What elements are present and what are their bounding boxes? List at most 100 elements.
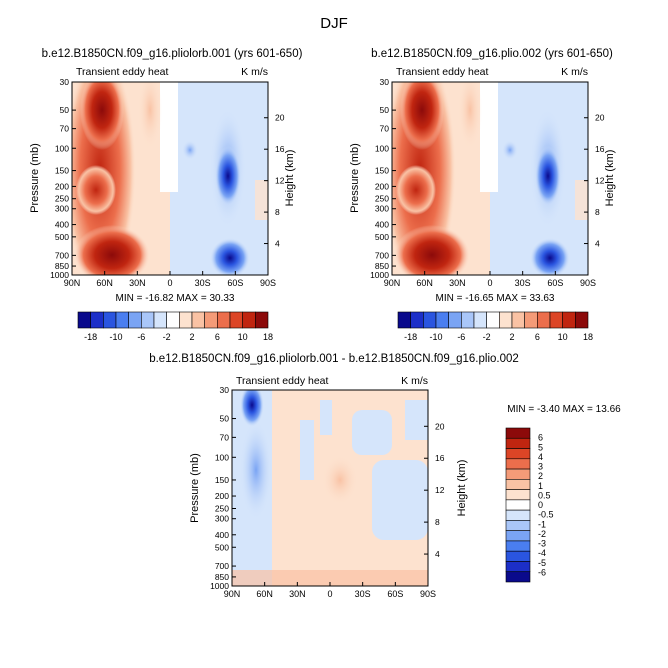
panel-c-units: K m/s xyxy=(401,375,428,387)
panel-a-x-tick-label: 30S xyxy=(195,278,211,288)
panel-c-y-tick-label: 100 xyxy=(215,452,229,462)
panel-b-y-right-tick-label: 16 xyxy=(595,144,605,154)
panel-a-colorbar-label: -6 xyxy=(137,332,145,342)
difference-colorbar-swatch xyxy=(505,571,531,583)
panel-a-colorbar-swatch xyxy=(141,311,155,329)
panel-b-ylabel: Pressure (mb) xyxy=(349,143,361,213)
difference-colorbar-label: -3 xyxy=(538,539,546,549)
panel-a-title: b.e12.B1850CN.f09_g16.pliolorb.001 (yrs … xyxy=(42,48,303,60)
panel-b-colorbar-label: -2 xyxy=(483,332,491,342)
panel-b-colorbar-swatch xyxy=(549,311,563,329)
difference-colorbar-label: -6 xyxy=(538,567,546,577)
panel-a-x-tick-label: 30N xyxy=(129,278,146,288)
panel-b-colorbar: -18 -10 -6 -2 2 6 10 18 xyxy=(397,311,593,342)
difference-colorbar-label: 2 xyxy=(538,471,543,481)
panel-c-y-tick-label: 50 xyxy=(220,414,230,424)
difference-colorbar-swatch xyxy=(505,550,531,562)
panel-a-y-tick-label: 1000 xyxy=(50,270,69,280)
panel-b-ylabel-right: Height (km) xyxy=(604,150,616,207)
panel-b-contour-field xyxy=(392,82,588,275)
panel-b-colorbar-swatch xyxy=(461,311,475,329)
panel-b-axes: 90N 60N 30N 0 30S 60S 90S 30 50 70 100 150 200 250300… xyxy=(370,77,605,288)
panel-a-y-tick-label: 850 xyxy=(55,261,69,271)
panel-b-x-tick-label: 30N xyxy=(449,278,466,288)
panel-c-contour-field xyxy=(232,390,428,586)
panel-b-title: b.e12.B1850CN.f09_g16.plio.002 (yrs 601-… xyxy=(371,48,613,60)
difference-colorbar-label: 3 xyxy=(538,462,543,472)
panel-a-y-tick-label: 250 xyxy=(55,194,69,204)
difference-colorbar-swatch xyxy=(505,530,531,542)
panel-a-y-tick-label: 500 xyxy=(55,232,69,242)
panel-a-colorbar-label: 6 xyxy=(215,332,220,342)
figure-title: DJF xyxy=(320,15,348,32)
panel-a-colorbar-swatch xyxy=(191,311,205,329)
panel-b-colorbar-swatch xyxy=(448,311,462,329)
panel-c-y-right-tick-label: 16 xyxy=(435,453,445,463)
panel-a-ylabel-right: Height (km) xyxy=(284,150,296,207)
panel-a-y-tick-label: 400 xyxy=(55,220,69,230)
panel-b-colorbar-swatch xyxy=(435,311,449,329)
panel-a-colorbar-swatch xyxy=(115,311,129,329)
panel-a-x-tick-label: 60S xyxy=(227,278,243,288)
panel-c-x-tick-label: 0 xyxy=(327,589,332,599)
panel-a-y-tick-label: 200 xyxy=(55,181,69,191)
panel-b-colorbar-swatch xyxy=(423,311,437,329)
panel-a-colorbar-label: -10 xyxy=(109,332,122,342)
panel-c-left-label: Transient eddy heat xyxy=(236,375,329,387)
panel-b-y-tick-label: 850 xyxy=(375,261,389,271)
panel-b-y-tick-label: 700 xyxy=(375,250,389,260)
difference-colorbar-swatch xyxy=(505,489,531,501)
panel-c-ylabel-right: Height (km) xyxy=(456,460,468,517)
panel-b-colorbar-swatch xyxy=(562,311,576,329)
panel-a-colorbar-swatch xyxy=(255,311,269,329)
panel-c-y-tick-label: 500 xyxy=(215,542,229,552)
panel-a-colorbar-swatch xyxy=(153,311,167,329)
panel-a-colorbar-swatch xyxy=(229,311,243,329)
panel-a-colorbar-label: -18 xyxy=(84,332,97,342)
difference-colorbar-label: -2 xyxy=(538,529,546,539)
panel-a-colorbar-swatch xyxy=(90,311,104,329)
panel-a-y-tick-label: 700 xyxy=(55,250,69,260)
panel-b-colorbar-label: -6 xyxy=(457,332,465,342)
difference-colorbar-label: 4 xyxy=(538,452,543,462)
panel-a-y-right-tick-label: 16 xyxy=(275,144,285,154)
panel-b-colorbar-swatch xyxy=(473,311,487,329)
panel-c-x-tick-label: 60N xyxy=(256,589,273,599)
panel-a-colorbar: -18 -10 -6 -2 2 6 10 18 xyxy=(77,311,273,342)
panel-c-y-right-tick-label: 8 xyxy=(435,517,440,527)
panel-c-y-right-tick-label: 20 xyxy=(435,421,445,431)
panel-b-colorbar-swatch xyxy=(511,311,525,329)
panel-c: b.e12.B1850CN.f09_g16.pliolorb.001 - b.e… xyxy=(149,353,621,599)
panel-c-y-tick-label: 30 xyxy=(220,385,230,395)
panel-b-stats: MIN = -16.65 MAX = 33.63 xyxy=(436,293,555,304)
panel-b-y-right-tick-label: 4 xyxy=(595,239,600,249)
difference-colorbar-swatch xyxy=(505,479,531,490)
panel-b-y-tick-label: 400 xyxy=(375,220,389,230)
difference-colorbar-label: 0 xyxy=(538,500,543,510)
difference-colorbar-label: 6 xyxy=(538,433,543,443)
panel-a-colorbar-swatch xyxy=(217,311,231,329)
difference-colorbar-swatch xyxy=(505,561,531,573)
panel-b-colorbar-label: -18 xyxy=(404,332,417,342)
panel-c-x-tick-label: 30N xyxy=(289,589,306,599)
panel-b-y-tick-label: 150 xyxy=(375,166,389,176)
difference-colorbar-label: -1 xyxy=(538,519,546,529)
panel-b-y-right-tick-label: 12 xyxy=(595,176,605,186)
panel-b-colorbar-swatch xyxy=(499,311,513,329)
panel-b-y-tick-label: 250 xyxy=(375,194,389,204)
panel-c-y-tick-label: 300 xyxy=(215,514,229,524)
panel-b-colorbar-label: 18 xyxy=(583,332,593,342)
difference-colorbar-label: 5 xyxy=(538,442,543,452)
difference-colorbar-label: -0.5 xyxy=(538,510,554,520)
panel-b-colorbar-swatch xyxy=(410,311,424,329)
panel-a-colorbar-swatch xyxy=(242,311,256,329)
difference-colorbar-swatch xyxy=(505,540,531,552)
panel-b-y-tick-label: 100 xyxy=(375,143,389,153)
panel-b-colorbar-label: 2 xyxy=(509,332,514,342)
panel-a-y-right-tick-label: 8 xyxy=(275,207,280,217)
panel-a-y-right-tick-label: 4 xyxy=(275,239,280,249)
panel-c-x-tick-label: 90S xyxy=(420,589,436,599)
panel-a-y-tick-label: 100 xyxy=(55,143,69,153)
panel-a-y-right-tick-label: 20 xyxy=(275,113,285,123)
